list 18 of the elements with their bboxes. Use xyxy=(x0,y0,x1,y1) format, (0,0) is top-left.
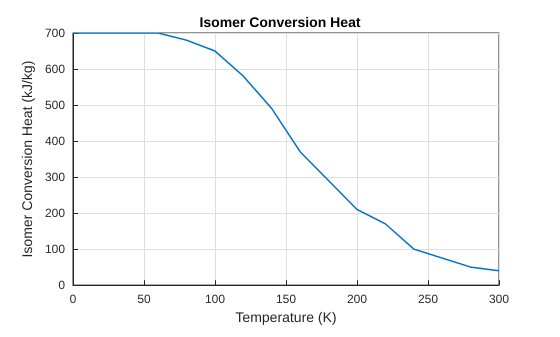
x-tick-label: 300 xyxy=(488,292,510,306)
y-tick-label: 500 xyxy=(44,98,66,112)
x-tick-label: 200 xyxy=(346,292,368,306)
y-tick-label: 200 xyxy=(44,206,66,220)
x-tick-label: 150 xyxy=(276,292,296,306)
y-tick-label: 700 xyxy=(44,26,66,40)
x-tick-label: 50 xyxy=(137,292,151,306)
chart-title: Isomer Conversion Heat xyxy=(199,14,361,30)
y-tick-label: 0 xyxy=(58,278,66,292)
y-tick-label: 300 xyxy=(44,170,66,184)
x-tick-label: 250 xyxy=(418,292,438,306)
x-tick-label: 0 xyxy=(70,292,77,306)
y-tick-label: 600 xyxy=(44,62,66,76)
x-tick-label: 100 xyxy=(204,292,226,306)
y-tick-label: 400 xyxy=(44,134,66,148)
x-axis-title: Temperature (K) xyxy=(235,309,337,325)
y-tick-label: 100 xyxy=(44,242,66,256)
y-axis-title: Isomer Conversion Heat (kJ/kg) xyxy=(19,60,36,258)
